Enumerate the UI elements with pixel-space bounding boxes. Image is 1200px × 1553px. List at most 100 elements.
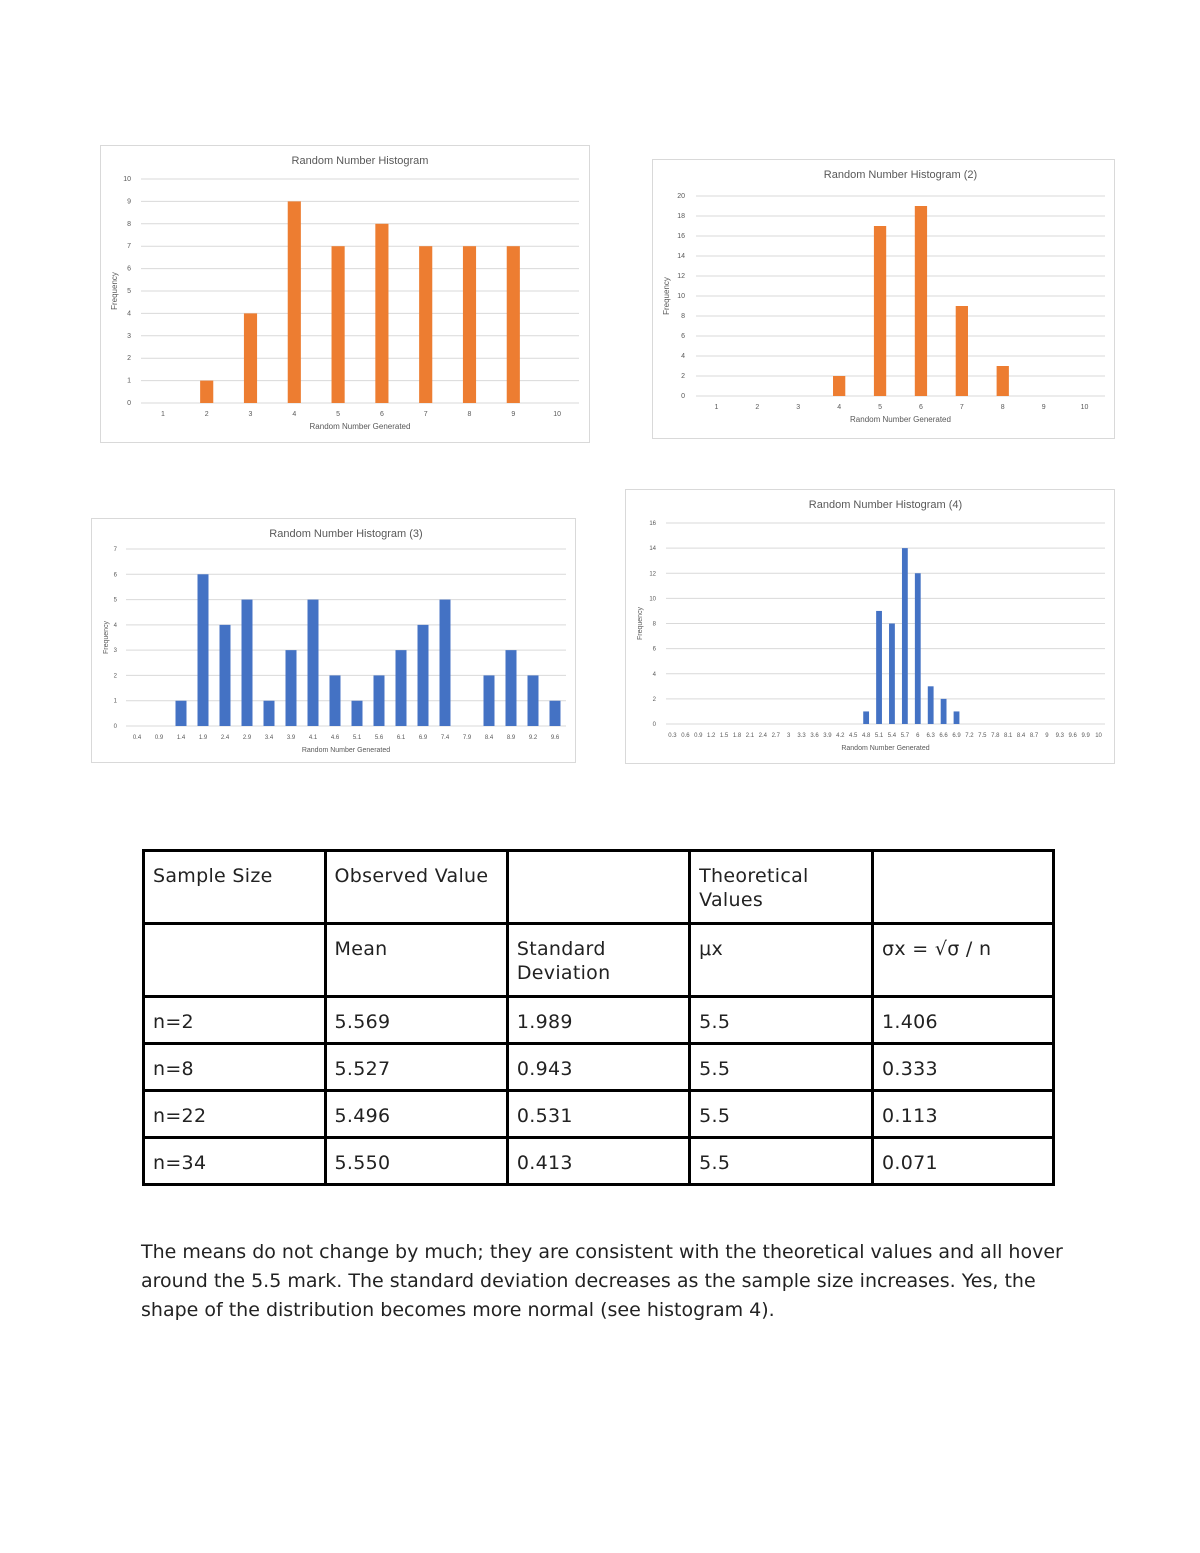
bar <box>175 700 187 726</box>
x-tick-label: 6.3 <box>927 733 936 739</box>
x-axis-label: Random Number Generated <box>310 422 411 431</box>
bar <box>287 201 301 403</box>
bar <box>914 206 928 396</box>
y-tick-label: 14 <box>677 253 685 260</box>
table-row: n=8 5.527 0.943 5.5 0.333 <box>142 1042 1055 1092</box>
table-cell <box>142 922 327 998</box>
bar <box>395 650 407 726</box>
y-tick-label: 16 <box>677 233 685 240</box>
x-tick-label: 6.9 <box>952 733 961 739</box>
y-tick-label: 12 <box>677 273 685 280</box>
x-tick-label: 0.6 <box>681 733 690 739</box>
chart-svg: Random Number Histogram (2)0246810121416… <box>662 169 1105 424</box>
bar <box>505 650 517 726</box>
x-tick-label: 2.4 <box>759 733 768 739</box>
x-tick-label: 6 <box>380 411 384 418</box>
x-tick-label: 9 <box>511 411 515 418</box>
table-row: n=2 5.569 1.989 5.5 1.406 <box>142 995 1055 1045</box>
table-cell: 5.5 <box>688 1089 875 1139</box>
table-cell: 0.113 <box>871 1089 1055 1139</box>
y-tick-label: 4 <box>114 623 118 629</box>
table-cell: σx = √σ / n <box>871 922 1055 998</box>
bar <box>955 306 968 396</box>
table-cell: 0.531 <box>505 1089 692 1139</box>
histogram-3: Random Number Histogram (3) 0 1 2 3 4 5 6 7 0.4 0.… <box>91 518 576 763</box>
y-tick-label: 16 <box>649 521 656 527</box>
x-tick-label: 1.5 <box>720 733 729 739</box>
table-cell: μx <box>688 922 875 998</box>
y-axis-label: Frequency <box>637 606 644 640</box>
x-axis-label: Random Number Generated <box>850 415 951 424</box>
table-cell: 1.406 <box>871 995 1055 1045</box>
y-tick-label: 1 <box>114 699 118 705</box>
table-cell: n=2 <box>142 995 327 1045</box>
y-tick-label: 18 <box>677 213 685 220</box>
table-cell: 5.550 <box>323 1136 509 1186</box>
y-tick-label: 6 <box>653 647 657 653</box>
bar <box>329 675 341 726</box>
table-cell: Sample Size <box>142 849 327 925</box>
x-tick-label: 4 <box>292 411 296 418</box>
y-tick-label: 14 <box>649 546 656 552</box>
x-tick-label: 9.3 <box>1056 733 1065 739</box>
x-tick-label: 7 <box>960 404 964 411</box>
x-tick-label: 4 <box>837 404 841 411</box>
table-cell: Standard Deviation <box>505 922 692 998</box>
x-tick-label: 0.4 <box>133 735 142 741</box>
x-tick-label: 2.7 <box>772 733 781 739</box>
x-tick-label: 6.9 <box>419 735 428 741</box>
histogram-4: Random Number Histogram (4) 0 2 4 6 8 10 12 14 16… <box>625 489 1115 764</box>
table-cell: 5.5 <box>688 995 875 1045</box>
y-tick-label: 5 <box>127 288 131 295</box>
bar <box>331 246 345 403</box>
x-tick-label: 3 <box>796 404 800 411</box>
chart-title: Random Number Histogram (4) <box>809 499 962 511</box>
y-tick-label: 3 <box>127 333 131 340</box>
chart-svg: Random Number Histogram 0 1 2 3 4 5 6 7 8 9 10 1 2 3 4 5… <box>110 155 579 431</box>
bar <box>506 246 520 403</box>
y-tick-label: 7 <box>127 243 131 250</box>
x-tick-label: 2.4 <box>221 735 230 741</box>
y-tick-label: 0 <box>127 400 131 407</box>
y-tick-label: 0 <box>653 722 657 728</box>
y-tick-label: 6 <box>127 266 131 273</box>
bar <box>953 711 960 724</box>
chart-title: Random Number Histogram (3) <box>269 528 422 540</box>
table-cell: n=22 <box>142 1089 327 1139</box>
y-tick-label: 4 <box>127 310 131 317</box>
x-tick-label: 1 <box>714 404 718 411</box>
x-tick-label: 7.8 <box>991 733 1000 739</box>
bar <box>417 624 429 726</box>
bar <box>439 599 451 726</box>
x-tick-label: 5.4 <box>888 733 897 739</box>
table-cell: n=34 <box>142 1136 327 1186</box>
table-cell: 5.5 <box>688 1136 875 1186</box>
bar <box>351 700 363 726</box>
bar <box>200 380 214 403</box>
x-tick-label: 8.9 <box>507 735 516 741</box>
table-row: n=22 5.496 0.531 5.5 0.113 <box>142 1089 1055 1139</box>
table-cell: 0.943 <box>505 1042 692 1092</box>
x-tick-label: 7.5 <box>978 733 987 739</box>
x-tick-label: 9.6 <box>1069 733 1078 739</box>
bar <box>901 548 908 724</box>
y-tick-label: 8 <box>127 221 131 228</box>
x-tick-label: 0.9 <box>155 735 164 741</box>
table-cell <box>505 849 692 925</box>
x-tick-label: 6.1 <box>397 735 406 741</box>
bar <box>285 650 297 726</box>
x-tick-label: 5.1 <box>353 735 362 741</box>
summary-paragraph: The means do not change by much; they ar… <box>141 1241 1063 1321</box>
chart-svg: Random Number Histogram (3) 0 1 2 3 4 5 6 7 0.4 0.… <box>103 528 566 754</box>
table-header-row: Sample Size Observed Value Theoretical V… <box>142 849 1055 925</box>
table-cell <box>871 849 1055 925</box>
y-tick-label: 10 <box>677 293 685 300</box>
x-tick-label: 8.1 <box>1004 733 1013 739</box>
bar <box>996 366 1009 396</box>
bar <box>940 698 947 724</box>
table-cell: 5.569 <box>323 995 509 1045</box>
y-tick-label: 5 <box>114 598 118 604</box>
y-tick-label: 2 <box>114 673 118 679</box>
y-tick-label: 12 <box>649 571 656 577</box>
x-tick-label: 8.7 <box>1030 733 1039 739</box>
